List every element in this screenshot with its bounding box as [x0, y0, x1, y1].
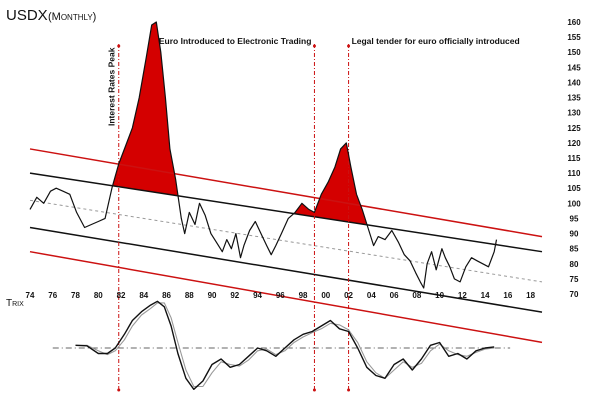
x-tick-label: 94 [253, 291, 262, 300]
x-tick-label: 90 [208, 291, 217, 300]
y-tick-label: 105 [567, 184, 581, 193]
y-tick-label: 70 [570, 290, 579, 299]
x-tick-label: 80 [94, 291, 103, 300]
y-tick-label: 160 [567, 18, 581, 27]
y-tick-label: 145 [567, 63, 581, 72]
annotations-layer: Interest Rates Peak Euro Introduced to El… [107, 36, 520, 126]
x-tick-label: 02 [344, 291, 353, 300]
x-tick-label: 86 [162, 291, 171, 300]
y-tick-label: 110 [568, 169, 581, 178]
x-tick-label: 76 [48, 291, 57, 300]
above-channel-fill [293, 142, 368, 225]
x-tick-label: 12 [458, 291, 467, 300]
y-tick-label: 155 [567, 33, 581, 42]
event-marker-dot [117, 388, 121, 392]
y-tick-label: 75 [570, 275, 579, 284]
x-tick-label: 16 [503, 291, 512, 300]
channel-line [29, 172, 543, 253]
event-marker-dot [347, 388, 351, 392]
y-tick-label: 95 [570, 214, 579, 223]
channel-line [29, 250, 543, 344]
above-channel-fill-layer [112, 22, 497, 245]
event-marker-dot [347, 44, 351, 48]
trix-panel-title: Trix [6, 298, 24, 309]
annotation-euro-electronic: Euro Introduced to Electronic Trading [159, 36, 312, 46]
above-channel-fill [112, 22, 179, 196]
annotation-euro-legal-tender: Legal tender for euro officially introdu… [352, 36, 520, 46]
y-tick-label: 130 [567, 109, 581, 118]
x-tick-label: 14 [481, 291, 490, 300]
price-series-layer [29, 21, 498, 289]
x-tick-label: 06 [390, 291, 399, 300]
x-tick-label: 78 [71, 291, 80, 300]
chart-subtitle: (Monthly) [48, 11, 96, 23]
axis-ticks-layer: 74 76 78 80 82 84 86 88 90 92 94 96 98 00 02 04 06 08 10 12… [26, 18, 582, 300]
vertical-markers-layer [117, 44, 351, 392]
x-tick-label: 08 [412, 291, 421, 300]
usdx-price-line [29, 21, 498, 289]
x-tick-label: 00 [321, 291, 330, 300]
event-marker-dot [312, 44, 316, 48]
trix-series-layer [52, 300, 511, 390]
x-tick-label: 92 [230, 291, 239, 300]
chart-title: USDX [6, 7, 48, 24]
x-tick-label: 96 [276, 291, 285, 300]
y-tick-label: 140 [567, 78, 581, 87]
y-tick-label: 125 [567, 124, 581, 133]
annotation-interest-rates-peak: Interest Rates Peak [107, 47, 117, 126]
y-tick-label: 85 [570, 245, 579, 254]
x-tick-label: 18 [526, 291, 535, 300]
y-tick-label: 80 [570, 260, 579, 269]
x-tick-label: 10 [435, 291, 444, 300]
channel-midline [29, 199, 543, 283]
event-marker-dot [312, 388, 316, 392]
y-tick-label: 135 [567, 94, 581, 103]
y-tick-label: 100 [567, 199, 581, 208]
y-tick-label: 115 [568, 154, 581, 163]
y-tick-label: 90 [570, 230, 579, 239]
trix-line [75, 300, 495, 390]
channel-line [29, 148, 543, 238]
x-tick-label: 82 [117, 291, 126, 300]
channel-line [29, 226, 543, 313]
x-tick-label: 04 [367, 291, 376, 300]
x-tick-label: 84 [139, 291, 148, 300]
channel-lines-layer [29, 148, 543, 344]
y-tick-label: 150 [567, 48, 581, 57]
event-marker-dot [117, 44, 121, 48]
x-tick-label: 88 [185, 291, 194, 300]
x-tick-label: 98 [299, 291, 308, 300]
y-tick-label: 120 [567, 139, 581, 148]
x-tick-label: 74 [26, 291, 35, 300]
